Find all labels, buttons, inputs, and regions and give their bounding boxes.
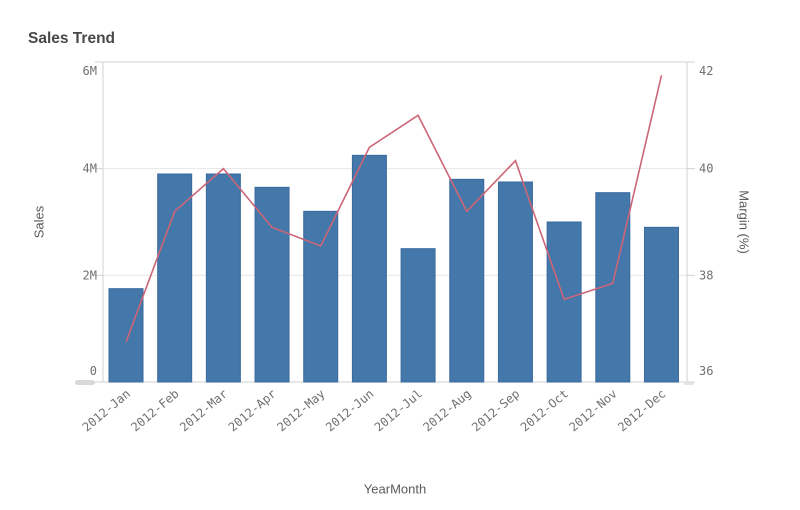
x-tick-label-2012-Apr[interactable]: 2012-Apr [226,387,279,435]
scrollbar-thumb-right[interactable] [684,381,694,385]
y-left-tick-label: 4M [83,162,97,176]
x-tick-label-2012-Jan[interactable]: 2012-Jan [80,387,133,435]
x-tick-label-2012-Aug[interactable]: 2012-Aug [420,387,473,435]
bar-2012-Oct[interactable] [546,221,582,383]
chart-title: Sales Trend [28,30,116,47]
x-axis-title: YearMonth [363,481,427,497]
bar-2012-Mar[interactable] [205,173,241,383]
bar-2012-Jan[interactable] [108,288,144,383]
x-tick-label-2012-Sep[interactable]: 2012-Sep [469,387,522,435]
x-tick-label-2012-May[interactable]: 2012-May [274,387,327,435]
bar-2012-Sep[interactable] [497,181,533,383]
x-tick-label-2012-Mar[interactable]: 2012-Mar [177,387,230,435]
x-tick-label-2012-Nov[interactable]: 2012-Nov [566,387,619,435]
y-right-tick-label: 42 [699,64,713,78]
bar-2012-Dec[interactable] [643,226,679,383]
x-tick-label-2012-Feb[interactable]: 2012-Feb [128,387,181,435]
bar-2012-Jun[interactable] [351,154,387,383]
y-left-tick-label: 2M [83,268,97,282]
y-right-tick-label: 40 [699,162,713,176]
bar-2012-Aug[interactable] [449,178,485,383]
x-tick-label-2012-Jul[interactable]: 2012-Jul [372,387,425,435]
y-right-tick-label: 36 [699,364,713,378]
bar-2012-May[interactable] [303,210,339,383]
bar-2012-Jul[interactable] [400,248,436,383]
y-axis-right-title: Margin (%) [736,190,752,254]
scrollbar-thumb-left[interactable] [75,380,95,385]
x-tick-label-2012-Dec[interactable]: 2012-Dec [615,387,668,435]
x-tick-label-2012-Jun[interactable]: 2012-Jun [323,387,376,435]
y-left-tick-label: 6M [83,64,97,78]
y-left-tick-label: 0 [90,364,97,378]
x-tick-label-2012-Oct[interactable]: 2012-Oct [518,387,571,435]
bar-2012-Feb[interactable] [157,173,193,383]
y-right-tick-label: 38 [699,268,713,282]
bar-2012-Apr[interactable] [254,186,290,383]
margin-line[interactable] [125,75,663,343]
y-axis-left-title: Sales [31,205,47,239]
